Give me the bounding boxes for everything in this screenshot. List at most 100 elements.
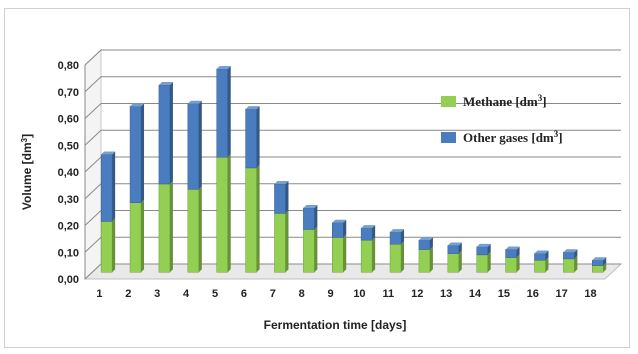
bar-top	[245, 106, 260, 110]
x-tick-label: 1	[96, 288, 102, 300]
bar-side	[198, 100, 202, 190]
bar-top	[303, 205, 318, 209]
bar-stack	[592, 257, 607, 273]
bar-top	[390, 229, 405, 233]
bar-segment	[505, 249, 517, 258]
y-tick-label: 0,80	[58, 60, 79, 72]
bar-side	[516, 254, 520, 273]
legend-label-end: ]	[558, 130, 562, 145]
x-tick-label: 15	[498, 288, 510, 300]
bar-segment	[100, 154, 113, 222]
x-tick-labels: 1 2 3 4 5 6 7 8 9 10 11 12 13 14 15 16 17 18	[96, 288, 596, 300]
legend-swatch	[441, 132, 456, 143]
y-axis-title-sup: 3	[20, 137, 29, 142]
bar-side	[401, 229, 405, 245]
bar-stack	[100, 151, 116, 273]
legend-label-end: ]	[542, 94, 546, 109]
bar-segment	[100, 221, 113, 273]
y-tick-label: 0,30	[58, 194, 79, 206]
grid-line	[84, 49, 621, 66]
bar-segment	[129, 202, 142, 273]
bar-segment	[534, 253, 546, 261]
bar-segment	[332, 237, 344, 273]
bar-side	[169, 82, 173, 184]
bar-segment	[187, 189, 200, 273]
bar-segment	[592, 259, 604, 266]
bar-top	[332, 219, 347, 223]
bar-segment	[216, 156, 228, 273]
legend: Methane [dm3]Other gases [dm3]	[441, 93, 563, 145]
x-tick-label: 8	[299, 288, 305, 300]
bar-stack	[534, 250, 549, 273]
bar-segment	[447, 245, 460, 254]
x-tick-label: 17	[556, 288, 568, 300]
x-tick-label: 16	[527, 288, 539, 300]
grid-line	[84, 129, 621, 146]
y-tick-label: 0,40	[58, 167, 79, 179]
bar-segment	[389, 231, 402, 245]
bar-top	[592, 257, 607, 261]
legend-entry: Other gases [dm3]	[463, 129, 563, 145]
bar-side	[256, 106, 260, 168]
x-tick-label: 4	[183, 288, 190, 300]
x-tick-label: 12	[411, 288, 423, 300]
bar-side	[429, 237, 433, 250]
bar-side	[343, 219, 347, 238]
x-tick-label: 5	[212, 288, 218, 300]
x-tick-label: 10	[353, 288, 365, 300]
bar-top	[505, 246, 520, 250]
bar-segment	[418, 249, 431, 273]
bar-side	[487, 251, 491, 273]
bar-segment	[418, 239, 431, 250]
bar-side	[112, 218, 116, 273]
bar-segment	[245, 167, 257, 273]
bar-top	[130, 103, 145, 107]
x-tick-label: 3	[154, 288, 160, 300]
bar-side	[545, 250, 549, 261]
bar-segment	[563, 251, 575, 260]
x-tick-label: 13	[440, 288, 452, 300]
bar-segment	[129, 106, 142, 203]
bar-side	[458, 242, 462, 254]
x-tick-label: 9	[327, 288, 333, 300]
bar-segment	[303, 207, 315, 230]
bar-top	[476, 243, 491, 247]
bar-top	[563, 249, 578, 253]
bar-side	[169, 180, 173, 273]
bar-segment	[563, 258, 575, 273]
y-tick-labels: 0,00 0,10 0,20 0,30 0,40 0,50 0,60 0,70 0,80	[58, 60, 79, 286]
bar-segment	[158, 84, 171, 185]
bar-side	[401, 241, 405, 273]
x-tick-label: 11	[383, 288, 395, 300]
bar-side	[603, 257, 607, 266]
bar-stack	[158, 82, 173, 273]
x-tick-label: 14	[469, 288, 482, 300]
bar-segment	[476, 254, 488, 273]
bar-stack	[303, 205, 318, 273]
bar-side	[603, 262, 607, 273]
bar-top	[534, 250, 549, 254]
bar-side	[372, 225, 376, 241]
bar-stack	[129, 103, 145, 273]
y-axis-title-end: ]	[20, 134, 34, 138]
bar-top	[216, 65, 231, 69]
bar-stack	[563, 249, 578, 273]
bar-top	[187, 100, 202, 104]
bar-side	[198, 186, 202, 273]
bar-top	[274, 180, 289, 184]
x-tick-label: 18	[584, 288, 596, 300]
bar-side	[372, 237, 376, 273]
bars	[100, 65, 607, 273]
bar-segment	[187, 103, 200, 190]
bar-side	[343, 234, 347, 273]
bar-segment	[274, 213, 286, 273]
bar-segment	[216, 68, 228, 158]
bar-top	[158, 82, 173, 85]
bar-side	[141, 199, 145, 273]
y-axis-title-text: Volume [dm	[20, 142, 34, 210]
y-tick-label: 0,00	[58, 274, 79, 286]
bar-side	[285, 210, 289, 273]
bar-segment	[592, 265, 604, 273]
legend-label-sup: 3	[538, 93, 543, 103]
bar-stack	[360, 225, 376, 273]
